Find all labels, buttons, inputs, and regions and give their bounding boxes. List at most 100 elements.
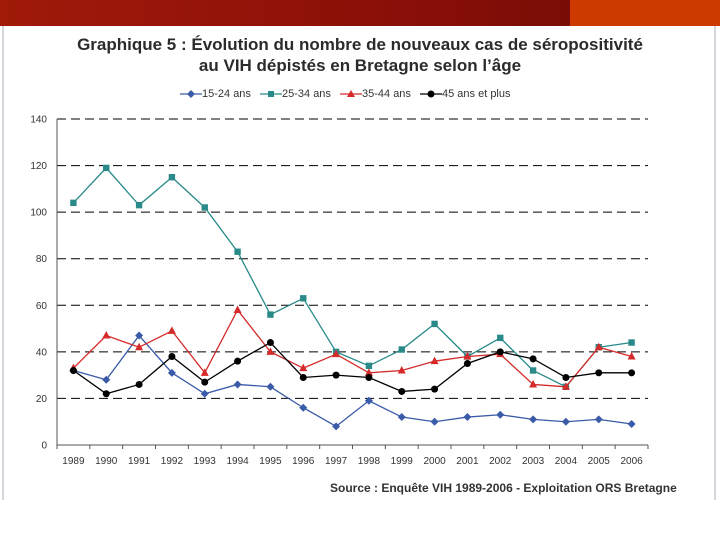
x-tick-label: 1999 <box>391 456 414 467</box>
data-point <box>529 355 537 363</box>
x-tick-label: 1993 <box>194 456 217 467</box>
x-tick-label: 2000 <box>423 456 446 467</box>
series-line-2 <box>72 308 632 388</box>
legend-label: 25-34 ans <box>282 88 331 100</box>
data-point <box>595 369 603 377</box>
data-point <box>201 378 209 386</box>
data-point <box>201 204 208 211</box>
y-tick-label: 100 <box>30 208 47 219</box>
data-point <box>628 339 635 346</box>
data-point <box>561 382 570 390</box>
x-tick-label: 1995 <box>259 456 282 467</box>
legend-item-15-24: 15-24 ans <box>180 88 251 100</box>
data-point <box>397 413 406 422</box>
data-point <box>266 339 274 347</box>
data-point <box>102 331 111 339</box>
data-point <box>463 352 472 360</box>
data-point <box>69 366 77 374</box>
data-point <box>168 353 176 361</box>
y-tick-label: 120 <box>30 161 47 172</box>
data-point <box>299 373 307 381</box>
x-tick-label: 2002 <box>489 456 512 467</box>
data-point <box>364 396 373 405</box>
source-note: Source : Enquête VIH 1989-2006 - Exploit… <box>330 481 677 495</box>
data-point <box>497 334 504 342</box>
data-point <box>167 326 176 334</box>
legend-item-35-44: 35-44 ans <box>340 88 411 100</box>
data-point <box>70 199 77 207</box>
data-point <box>332 349 341 358</box>
y-tick-label: 60 <box>36 301 48 312</box>
data-point <box>529 379 538 388</box>
legend-label: 35-44 ans <box>362 88 411 100</box>
data-point <box>463 360 471 367</box>
series-line-1 <box>72 166 632 388</box>
legend-item-25-34: 25-34 ans <box>260 88 331 100</box>
data-point <box>365 362 373 370</box>
data-point <box>135 331 144 340</box>
data-point <box>332 422 341 431</box>
data-point <box>561 417 570 426</box>
data-point <box>431 385 439 393</box>
data-point <box>397 365 406 374</box>
data-point <box>267 311 274 318</box>
data-point <box>266 382 275 391</box>
data-point <box>463 413 472 422</box>
series-line-3 <box>73 341 632 395</box>
x-tick-label: 2006 <box>620 456 643 467</box>
data-point <box>266 347 275 355</box>
data-point <box>398 346 405 353</box>
data-point <box>200 368 209 376</box>
y-tick-label: 0 <box>41 441 47 452</box>
data-point <box>135 380 143 388</box>
data-point <box>103 164 110 172</box>
x-tick-label: 2004 <box>555 456 578 467</box>
legend-marker-triangle <box>340 90 362 98</box>
legend-label: 15-24 ans <box>202 88 251 100</box>
x-tick-label: 1994 <box>226 456 249 467</box>
data-point <box>594 342 603 351</box>
data-point <box>431 320 438 328</box>
data-point <box>562 373 570 381</box>
y-tick-label: 80 <box>36 254 48 265</box>
data-point <box>135 342 144 351</box>
chart-title: Graphique 5 : Évolution du nombre de nou… <box>40 34 680 76</box>
x-tick-label: 1989 <box>62 456 85 467</box>
legend-marker-circle <box>420 90 442 98</box>
legend-label: 45 ans et plus <box>442 88 511 100</box>
y-tick-label: 40 <box>36 347 48 358</box>
data-point <box>234 357 242 365</box>
data-point <box>233 305 242 313</box>
data-point <box>135 201 143 209</box>
data-point <box>430 356 439 365</box>
data-point <box>496 348 504 356</box>
data-point <box>365 373 373 381</box>
data-point <box>102 375 111 384</box>
data-point <box>496 410 505 419</box>
data-point <box>364 368 373 376</box>
top-bar-accent <box>0 0 570 26</box>
x-tick-label: 1996 <box>292 456 315 467</box>
data-point <box>430 417 439 426</box>
data-point <box>233 380 242 389</box>
data-point <box>200 389 209 398</box>
data-point <box>332 371 340 379</box>
data-point <box>627 352 636 360</box>
data-point <box>102 390 110 398</box>
chart-title-line-2: au VIH dépistés en Bretagne selon l’âge <box>198 56 522 75</box>
x-tick-label: 1991 <box>128 456 151 467</box>
data-point <box>167 368 176 377</box>
x-tick-label: 1992 <box>161 456 184 467</box>
x-tick-label: 1997 <box>325 456 348 467</box>
legend-marker-square <box>260 91 282 98</box>
legend-marker-diamond <box>180 90 202 99</box>
data-point <box>299 403 308 412</box>
data-point <box>529 415 538 424</box>
data-point <box>300 295 307 302</box>
x-tick-label: 1998 <box>358 456 381 467</box>
data-point <box>234 248 241 255</box>
data-point <box>594 415 603 424</box>
data-point <box>529 367 537 374</box>
data-point <box>299 363 308 372</box>
